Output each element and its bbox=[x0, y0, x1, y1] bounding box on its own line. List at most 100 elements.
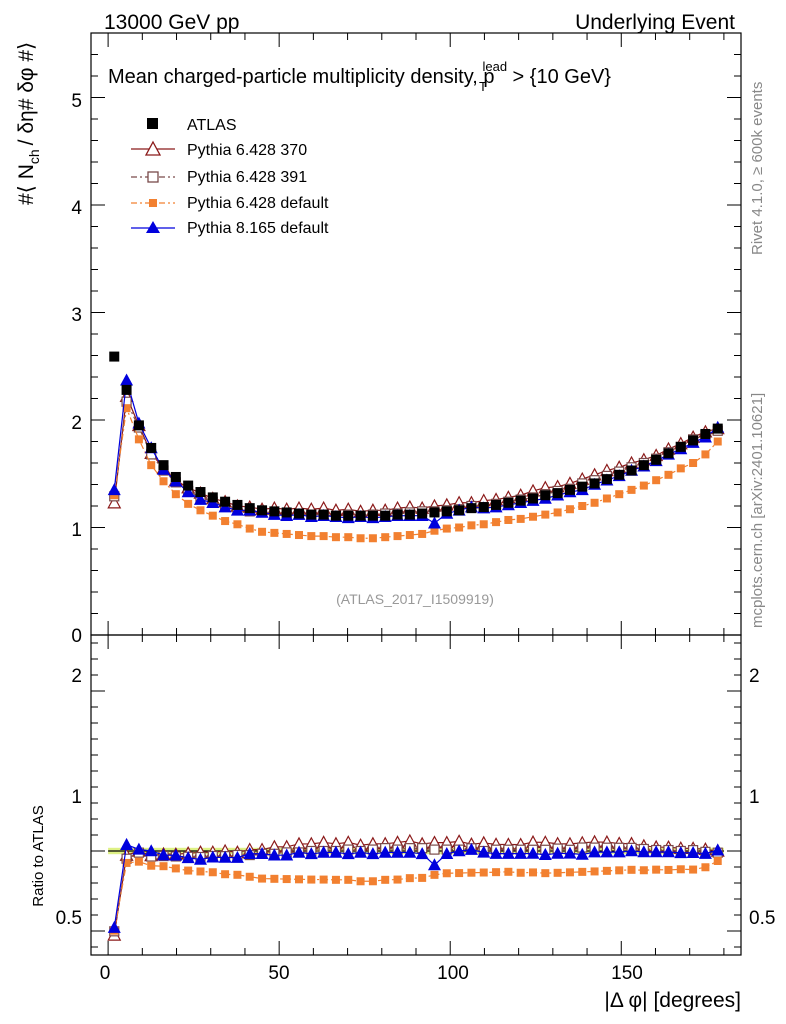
ratio-point-pythia-8-165-default bbox=[230, 850, 244, 863]
point-pythia-6-428-default bbox=[405, 531, 414, 540]
analysis-label: (ATLAS_2017_I1509919) bbox=[336, 591, 494, 607]
point-pythia-6-428-default bbox=[110, 491, 119, 500]
point-pythia-6-428-default bbox=[147, 461, 156, 470]
header-right: Underlying Event bbox=[575, 11, 735, 34]
point-atlas bbox=[281, 507, 292, 518]
point-pythia-6-428-default bbox=[565, 505, 574, 514]
point-pythia-6-428-default bbox=[270, 528, 279, 537]
ratio-ytick-right-0: 0.5 bbox=[749, 908, 775, 929]
main-ytick-4: 4 bbox=[71, 198, 82, 219]
legend-label-pythia-6428-370: Pythia 6.428 370 bbox=[187, 142, 307, 159]
point-pythia-8-165-default bbox=[181, 485, 195, 498]
ratio-point-pythia-6-428-default bbox=[492, 868, 501, 877]
ratio-point-pythia-6-428-default bbox=[664, 865, 673, 874]
point-atlas bbox=[269, 506, 280, 517]
ratio-point-pythia-6-428-default bbox=[159, 862, 168, 871]
ratio-point-pythia-6-428-default bbox=[553, 868, 562, 877]
ratio-point-pythia-6-428-default bbox=[430, 870, 439, 879]
ratio-point-pythia-8-165-default bbox=[132, 842, 146, 855]
point-pythia-6-428-default bbox=[208, 511, 217, 520]
ratio-point-pythia-8-165-default bbox=[526, 846, 540, 859]
legend-label-pythia-6428-391: Pythia 6.428 391 bbox=[187, 169, 307, 186]
point-pythia-6-428-default bbox=[393, 532, 402, 541]
ratio-point-pythia-8-165-default bbox=[538, 847, 552, 860]
point-pythia-6-428-default bbox=[221, 517, 230, 526]
ratio-point-pythia-6-428-default bbox=[368, 877, 377, 886]
point-atlas bbox=[392, 509, 403, 520]
point-atlas bbox=[614, 469, 625, 480]
point-pythia-6-428-default bbox=[184, 499, 193, 508]
ratio-point-pythia-8-165-default bbox=[686, 846, 700, 859]
point-atlas bbox=[318, 509, 329, 520]
point-atlas bbox=[343, 510, 354, 521]
ratio-point-pythia-8-165-default bbox=[637, 845, 651, 858]
ratio-point-pythia-6-428-default bbox=[122, 858, 131, 867]
point-pythia-6-428-default bbox=[553, 508, 562, 517]
ratio-point-pythia-8-165-default bbox=[625, 844, 639, 857]
point-pythia-6-428-default bbox=[615, 490, 624, 499]
ratio-point-pythia-8-165-default bbox=[711, 843, 725, 856]
plot-title-sup: lead bbox=[482, 59, 507, 74]
point-atlas bbox=[158, 460, 169, 471]
point-atlas bbox=[454, 505, 465, 516]
ratio-point-pythia-6-428-default bbox=[393, 875, 402, 884]
point-pythia-6-428-default bbox=[319, 532, 328, 541]
point-pythia-6-428-default bbox=[516, 514, 525, 523]
point-pythia-6-428-default bbox=[504, 515, 513, 524]
ratio-point-pythia-6-428-default bbox=[356, 877, 365, 886]
ratio-point-pythia-8-165-default bbox=[588, 845, 602, 858]
ratio-point-pythia-6-428-default bbox=[565, 868, 574, 877]
ratio-point-pythia-8-165-default bbox=[193, 852, 207, 865]
x-axis-label: |Δ φ| [degrees] bbox=[604, 989, 741, 1012]
ratio-point-pythia-8-165-default bbox=[391, 845, 405, 858]
point-atlas bbox=[330, 510, 341, 521]
point-atlas bbox=[220, 496, 231, 507]
point-pythia-6-428-default bbox=[664, 470, 673, 479]
point-atlas bbox=[232, 499, 243, 510]
point-pythia-6-428-default bbox=[196, 506, 205, 515]
legend-entry-atlas: ATLAS bbox=[147, 117, 237, 134]
point-pythia-6-428-default bbox=[652, 476, 661, 485]
xtick-50: 50 bbox=[268, 963, 289, 984]
ratio-point-pythia-8-165-default bbox=[427, 858, 441, 871]
ratio-point-pythia-6-428-default bbox=[258, 874, 267, 883]
legend-label-pythia-8165-default: Pythia 8.165 default bbox=[187, 220, 329, 237]
ratio-point-pythia-6-428-default bbox=[134, 857, 143, 866]
ratio-point-pythia-6-428-default bbox=[147, 861, 156, 870]
point-atlas bbox=[195, 487, 206, 498]
ratio-ytick-left-2: 2 bbox=[71, 666, 82, 687]
series-pythia-6-428-default bbox=[110, 404, 722, 543]
ratio-point-pythia-6-428-default bbox=[479, 868, 488, 877]
point-atlas bbox=[577, 481, 588, 492]
point-atlas bbox=[380, 510, 391, 521]
ratio-point-pythia-8-165-default bbox=[452, 844, 466, 857]
ratio-point-pythia-6-428-default bbox=[184, 866, 193, 875]
point-atlas bbox=[429, 507, 440, 518]
ratio-ytick-right-1: 1 bbox=[749, 787, 760, 808]
ratio-point-pythia-6-428-default bbox=[689, 865, 698, 874]
point-pythia-6-428-default bbox=[529, 512, 537, 521]
legend-entry-pythia-8165-default: Pythia 8.165 default bbox=[131, 220, 329, 237]
legend-label-atlas: ATLAS bbox=[187, 117, 237, 134]
ratio-point-pythia-6-428-default bbox=[245, 872, 254, 881]
ratio-point-pythia-6-428-default bbox=[627, 865, 636, 874]
ratio-point-pythia-8-165-default bbox=[440, 847, 454, 860]
ratio-point-pythia-8-165-default bbox=[218, 850, 232, 863]
ratio-point-pythia-8-165-default bbox=[267, 848, 281, 861]
point-pythia-6-428-default bbox=[578, 502, 587, 510]
ratio-point-pythia-6-428-391 bbox=[429, 844, 440, 855]
ratio-point-pythia-8-165-default bbox=[255, 846, 269, 860]
ratio-point-pythia-6-428-default bbox=[602, 866, 611, 875]
point-atlas bbox=[638, 460, 649, 471]
main-ytick-0: 0 bbox=[71, 626, 82, 647]
point-atlas bbox=[133, 420, 144, 431]
ratio-frame bbox=[90, 634, 742, 956]
point-atlas bbox=[183, 480, 194, 491]
point-pythia-6-428-default bbox=[171, 490, 180, 499]
y-axis-label-end: / δη# δφ #⟩ bbox=[15, 42, 38, 146]
ratio-point-pythia-6-428-default bbox=[344, 875, 353, 884]
ratio-point-pythia-6-428-default bbox=[319, 875, 328, 884]
y-axis-label-main: #⟨ N bbox=[15, 164, 38, 205]
ratio-point-pythia-8-165-default bbox=[292, 845, 306, 858]
